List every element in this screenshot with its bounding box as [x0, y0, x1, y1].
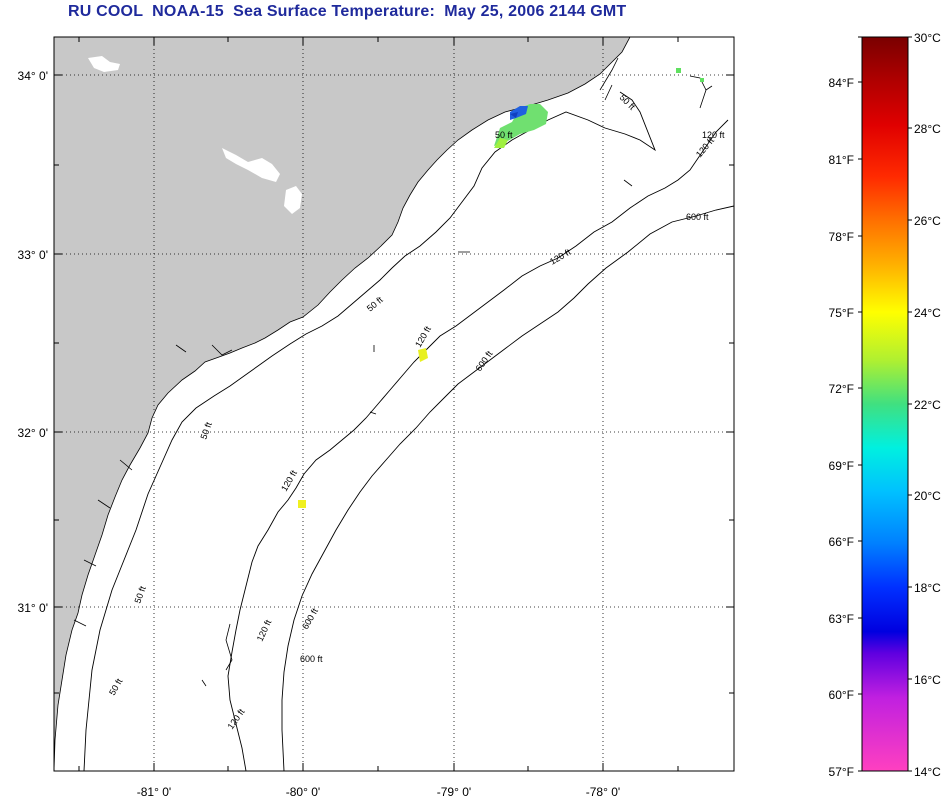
colorbar-fahrenheit-label: 66°F — [829, 535, 854, 549]
land-area — [54, 37, 631, 771]
lake — [222, 148, 280, 182]
colorbar-scale — [861, 36, 909, 772]
lake — [58, 706, 72, 720]
contour-600ft — [281, 205, 734, 771]
colorbar-celsius-label: 28°C — [914, 122, 941, 136]
map-panel: 600 ft 120 ft 50 ft 600 ft 120 ft 50 ft … — [18, 36, 735, 799]
graticule — [54, 37, 734, 771]
contour-fragment — [201, 179, 633, 687]
colorbar-fahrenheit-label: 60°F — [829, 688, 854, 702]
contour-label: 600 ft — [300, 654, 323, 664]
lon-label: -78° 0' — [586, 785, 620, 799]
lake — [88, 56, 120, 72]
sst-data-pixels — [298, 68, 704, 508]
colorbar-celsius-label: 20°C — [914, 489, 941, 503]
lat-label: 34° 0' — [18, 69, 48, 83]
axis-ticks — [54, 37, 734, 771]
contour-label: 120 ft — [702, 130, 725, 140]
colorbar-celsius-label: 30°C — [914, 31, 941, 45]
lat-label: 31° 0' — [18, 601, 48, 615]
colorbar-celsius-label: 18°C — [914, 581, 941, 595]
colorbar-celsius-label: 16°C — [914, 673, 941, 687]
map-border — [53, 36, 735, 772]
colorbar-fahrenheit-label: 57°F — [829, 765, 854, 779]
colorbar-fahrenheit-label: 78°F — [829, 230, 854, 244]
offshore-contour — [689, 75, 713, 109]
contour-120ft — [227, 119, 729, 771]
colorbar-celsius-label: 14°C — [914, 765, 941, 779]
contour-50ft — [83, 91, 656, 771]
contour-label: 600 ft — [686, 212, 709, 222]
colorbar-celsius-label: 26°C — [914, 214, 941, 228]
colorbar-fahrenheit-label: 81°F — [829, 153, 854, 167]
colorbar-fahrenheit-label: 75°F — [829, 306, 854, 320]
colorbar-fahrenheit-label: 72°F — [829, 382, 854, 396]
lat-label: 32° 0' — [18, 426, 48, 440]
coast-islands — [73, 57, 619, 627]
lat-label: 33° 0' — [18, 248, 48, 262]
colorbar-fahrenheit-label: 63°F — [829, 612, 854, 626]
lon-label: -81° 0' — [137, 785, 171, 799]
colorbar-ticks — [858, 36, 912, 772]
colorbar-fahrenheit-label: 69°F — [829, 459, 854, 473]
contour-label: 50 ft — [495, 130, 513, 140]
colorbar: 30°C 28°C 26°C 24°C 22°C 20°C 18°C 16°C … — [829, 31, 942, 779]
map-title: RU COOL NOAA-15 Sea Surface Temperature:… — [68, 3, 627, 20]
colorbar-celsius-label: 22°C — [914, 398, 941, 412]
lake — [284, 186, 302, 214]
lon-label: -80° 0' — [286, 785, 320, 799]
colorbar-fahrenheit-label: 84°F — [829, 76, 854, 90]
lon-label: -79° 0' — [437, 785, 471, 799]
colorbar-celsius-label: 24°C — [914, 306, 941, 320]
